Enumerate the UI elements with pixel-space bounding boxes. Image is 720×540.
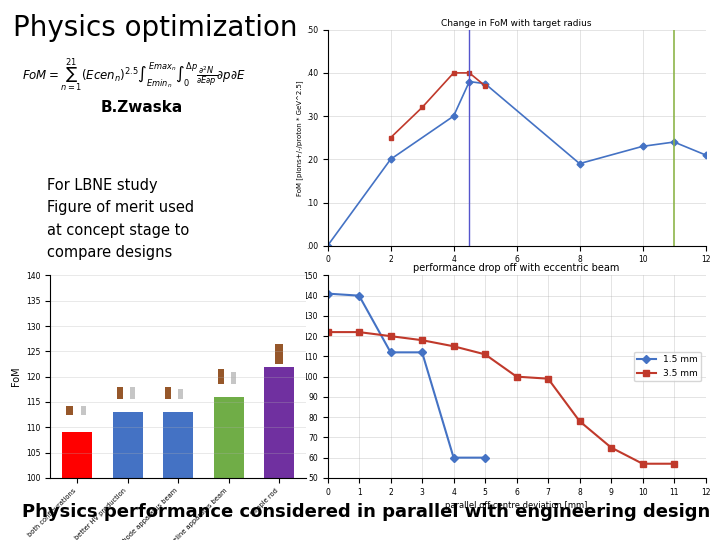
- beam sigma=3.5mm: [639, 143, 647, 150]
- beam sigma=1.5mm: [387, 134, 395, 141]
- Bar: [276, 344, 283, 364]
- Bar: [163, 412, 194, 478]
- beam sigma=3.5mm: [670, 139, 678, 145]
- beam sigma=1.5mm: [449, 70, 458, 76]
- beam sigma=3.5mm: [465, 78, 474, 85]
- Line: beam sigma=3.5mm: beam sigma=3.5mm: [325, 79, 708, 248]
- Legend: beam sigma=3.5 mm, beam sigma=1.5mm, targetdesign rad us - 3sigma, small targetd: beam sigma=3.5 mm, beam sigma=1.5mm, tar…: [419, 276, 614, 293]
- 3.5 mm: [513, 374, 521, 380]
- beam sigma=3.5mm: [449, 113, 458, 119]
- Bar: [112, 412, 143, 478]
- Text: Physics optimization: Physics optimization: [13, 14, 297, 42]
- 3.5 mm: [355, 329, 364, 335]
- 1.5 mm: [418, 349, 426, 355]
- 3.5 mm: [418, 337, 426, 343]
- beam sigma=1.5mm: [465, 70, 474, 76]
- Line: 3.5 mm: 3.5 mm: [325, 329, 677, 467]
- 1.5 mm: [323, 291, 332, 297]
- Y-axis label: FoM: FoM: [11, 367, 21, 387]
- Line: beam sigma=1.5mm: beam sigma=1.5mm: [388, 70, 487, 140]
- Bar: [130, 387, 135, 400]
- 3.5 mm: [481, 351, 490, 357]
- 3.5 mm: [323, 329, 332, 335]
- Line: 1.5 mm: 1.5 mm: [325, 291, 488, 461]
- 1.5 mm: [481, 454, 490, 461]
- Legend: 1.5 mm, 3.5 mm: 1.5 mm, 3.5 mm: [634, 352, 701, 381]
- 1.5 mm: [387, 349, 395, 355]
- Bar: [62, 433, 92, 478]
- Bar: [218, 369, 225, 384]
- 3.5 mm: [387, 333, 395, 339]
- beam sigma=3.5mm: [575, 160, 584, 167]
- 3.5 mm: [449, 343, 458, 349]
- 3.5 mm: [639, 461, 647, 467]
- beam sigma=3.5mm: [701, 152, 710, 158]
- Y-axis label: FoM [pions+/-/proton * GeV^2.5]: FoM [pions+/-/proton * GeV^2.5]: [296, 80, 303, 195]
- Bar: [179, 389, 183, 400]
- 1.5 mm: [449, 454, 458, 461]
- Bar: [264, 367, 294, 478]
- beam sigma=1.5mm: [481, 83, 490, 89]
- 1.5 mm: [355, 292, 364, 299]
- Bar: [117, 387, 123, 400]
- beam sigma=3.5mm: [387, 156, 395, 163]
- 3.5 mm: [607, 444, 616, 451]
- Bar: [232, 372, 236, 384]
- Bar: [165, 387, 171, 400]
- Text: For LBNE study
Figure of merit used
at concept stage to
compare designs: For LBNE study Figure of merit used at c…: [47, 178, 194, 260]
- 3.5 mm: [575, 418, 584, 424]
- Text: Physics performance considered in parallel with engineering design: Physics performance considered in parall…: [22, 503, 710, 521]
- Title: performance drop off with eccentric beam: performance drop off with eccentric beam: [413, 263, 620, 273]
- Bar: [214, 397, 244, 478]
- Text: $FoM = \sum_{n=1}^{21} (Ecen_n)^{2.5} \int_{Emin_n}^{Emax_n} \int_0^{\Delta p} \: $FoM = \sum_{n=1}^{21} (Ecen_n)^{2.5} \i…: [22, 57, 246, 94]
- Y-axis label: -a.V [pions+/-/proton * GeV^2.5]: -a.V [pions+/-/proton * GeV^2.5]: [294, 319, 301, 434]
- Bar: [66, 406, 73, 415]
- 3.5 mm: [670, 461, 678, 467]
- Title: Change in FoM with target radius: Change in FoM with target radius: [441, 18, 592, 28]
- Bar: [81, 406, 86, 415]
- beam sigma=3.5mm: [481, 80, 490, 87]
- 3.5 mm: [544, 375, 552, 382]
- Text: B.Zwaska: B.Zwaska: [101, 100, 183, 115]
- beam sigma=1.5mm: [418, 104, 426, 111]
- X-axis label: parallel off centre deviation [mm]: parallel off centre deviation [mm]: [446, 501, 588, 510]
- beam sigma=3.5mm: [323, 242, 332, 249]
